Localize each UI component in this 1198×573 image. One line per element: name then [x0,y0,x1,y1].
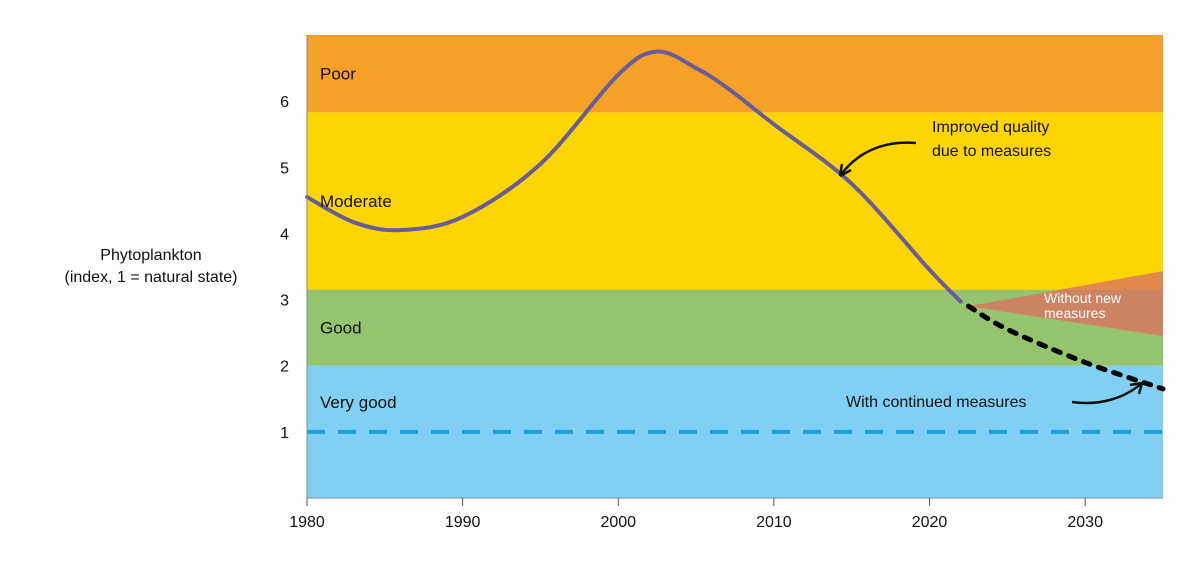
x-tick-label: 1990 [445,514,481,531]
band-label: Good [320,319,362,338]
y-axis-label: (index, 1 = natural state) [65,269,238,286]
y-tick-label: 3 [280,293,289,310]
annotation-improved-quality: Improved quality [932,119,1049,136]
range-label: Without new measures [1044,290,1122,321]
x-tick-label: 2000 [600,514,636,531]
y-tick-label: 1 [280,425,289,442]
band-label: Very good [320,393,397,412]
annotation-improved-quality: due to measures [932,143,1051,160]
band-poor [307,35,1163,113]
band-moderate [307,112,1163,290]
annotation-arrow [838,141,917,177]
band-label: Poor [320,65,356,84]
annotation-arrow [1071,382,1143,405]
annotation-continued-measures: With continued measures [846,394,1027,411]
band-label: Moderate [320,192,392,211]
y-tick-label: 2 [280,359,289,376]
series-line-history [305,49,963,304]
arrowhead-icon [1129,381,1144,395]
y-tick-label: 4 [280,226,289,243]
y-tick-label: 6 [280,94,289,111]
range-without-new-measures [968,271,1163,336]
series-line-continued-measures [965,303,1166,392]
x-tick-label: 2010 [756,514,792,531]
x-tick-label: 2030 [1067,514,1103,531]
arrowhead-icon [838,163,852,178]
y-tick-label: 5 [280,160,289,177]
x-tick-label: 2020 [912,514,948,531]
x-tick-label: 1980 [289,514,325,531]
y-axis-label: Phytoplankton [100,247,201,264]
